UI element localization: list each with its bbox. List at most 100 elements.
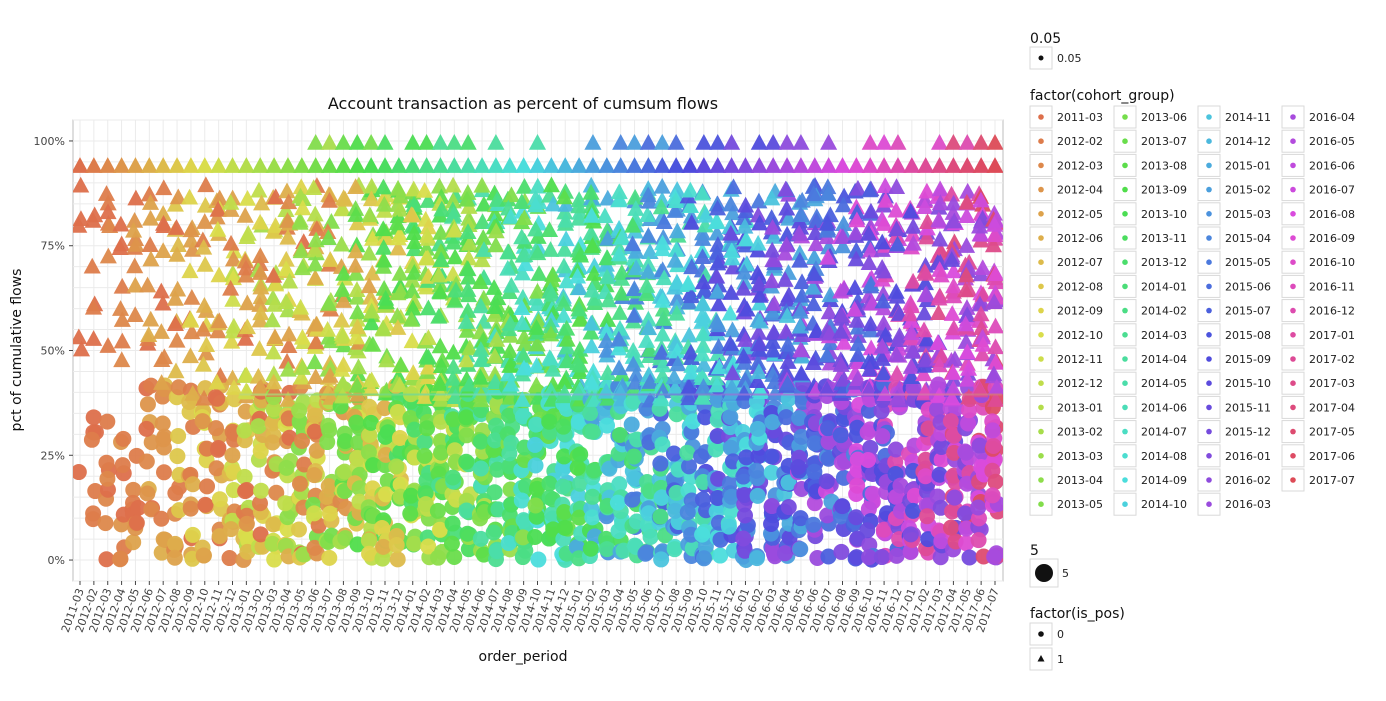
data-point-triangle xyxy=(654,234,672,251)
data-point-triangle xyxy=(253,194,271,211)
data-point-triangle xyxy=(957,315,975,332)
data-point-circle xyxy=(970,499,987,516)
data-point-triangle xyxy=(610,183,628,200)
data-point-triangle xyxy=(778,157,796,173)
data-point-triangle xyxy=(126,157,145,173)
data-point-triangle xyxy=(668,342,686,359)
data-point-circle xyxy=(515,529,532,546)
data-point-triangle xyxy=(501,157,519,173)
data-point-triangle xyxy=(486,347,504,364)
data-point-triangle xyxy=(694,273,712,290)
data-point-triangle xyxy=(722,235,740,252)
data-point-circle xyxy=(459,525,476,542)
data-point-triangle xyxy=(183,289,201,305)
data-point-triangle xyxy=(557,211,575,228)
data-point-triangle xyxy=(263,311,281,328)
data-point-circle xyxy=(722,408,739,425)
data-point-triangle xyxy=(390,367,408,384)
data-point-circle xyxy=(125,481,142,498)
data-point-triangle xyxy=(791,251,809,268)
data-point-triangle xyxy=(224,250,243,267)
data-point-triangle xyxy=(431,375,449,391)
data-point-triangle xyxy=(625,157,644,173)
data-point-circle xyxy=(306,505,323,522)
data-point-triangle xyxy=(376,157,394,173)
data-point-triangle xyxy=(404,299,422,316)
data-point-triangle xyxy=(360,277,378,294)
data-point-circle xyxy=(987,473,1003,490)
data-point-circle xyxy=(736,486,753,503)
data-point-triangle xyxy=(292,368,311,385)
data-point-triangle xyxy=(985,293,1003,310)
legend-size-label: 5 xyxy=(1062,567,1069,580)
data-point-triangle xyxy=(778,290,796,307)
data-point-circle xyxy=(946,489,963,506)
data-point-circle xyxy=(403,487,420,504)
data-point-triangle xyxy=(709,199,727,216)
data-point-circle xyxy=(530,551,547,568)
data-point-circle xyxy=(143,501,160,518)
data-point-triangle xyxy=(267,217,285,233)
y-tick-label: 100% xyxy=(34,135,65,148)
data-point-triangle xyxy=(294,199,312,216)
data-point-triangle xyxy=(763,241,781,258)
data-point-triangle xyxy=(238,294,256,311)
data-point-triangle xyxy=(749,234,767,251)
data-point-triangle xyxy=(808,212,826,229)
data-point-triangle xyxy=(420,348,438,365)
data-point-circle xyxy=(431,521,448,538)
data-point-triangle xyxy=(375,280,393,296)
data-point-triangle xyxy=(222,279,240,296)
data-point-triangle xyxy=(655,310,673,326)
legend-cohort-label: 2015-08 xyxy=(1225,329,1271,342)
data-point-triangle xyxy=(571,246,590,263)
data-point-triangle xyxy=(392,356,410,372)
data-point-triangle xyxy=(876,385,894,402)
data-point-circle xyxy=(310,517,327,534)
data-point-triangle xyxy=(445,157,463,173)
data-point-triangle xyxy=(958,134,976,150)
data-point-triangle xyxy=(960,359,978,376)
data-point-circle xyxy=(420,538,437,555)
legend-cohort-swatch xyxy=(1122,307,1128,314)
data-point-circle xyxy=(253,482,270,499)
data-point-triangle xyxy=(279,157,297,173)
data-point-triangle xyxy=(321,367,339,383)
data-point-circle xyxy=(237,483,254,500)
data-point-triangle xyxy=(793,273,811,290)
data-point-triangle xyxy=(377,289,395,306)
data-point-triangle xyxy=(737,230,755,247)
data-point-circle xyxy=(541,413,558,430)
data-point-circle xyxy=(500,535,517,552)
data-point-triangle xyxy=(277,250,295,267)
data-point-triangle xyxy=(211,189,229,206)
legend-cohort-label: 2011-03 xyxy=(1057,111,1103,124)
legend-cohort-swatch xyxy=(1206,453,1212,459)
data-point-circle xyxy=(365,457,382,474)
data-point-triangle xyxy=(598,221,616,238)
data-point-triangle xyxy=(139,276,157,293)
legend-cohort-label: 2012-09 xyxy=(1057,305,1103,318)
data-point-triangle xyxy=(307,333,325,350)
data-point-triangle xyxy=(638,332,656,348)
data-point-circle xyxy=(971,437,988,454)
data-point-triangle xyxy=(680,389,698,406)
data-point-triangle xyxy=(141,236,159,252)
data-point-triangle xyxy=(388,214,406,231)
data-point-triangle xyxy=(154,242,172,258)
data-point-triangle xyxy=(461,339,479,356)
data-point-triangle xyxy=(835,333,853,350)
data-point-triangle xyxy=(389,229,407,246)
data-point-triangle xyxy=(391,200,409,217)
legend-shape-swatch xyxy=(1037,655,1045,662)
data-point-triangle xyxy=(776,271,794,287)
data-point-circle xyxy=(97,515,114,532)
data-point-triangle xyxy=(749,206,767,223)
data-point-triangle xyxy=(444,233,462,250)
data-point-triangle xyxy=(446,291,464,308)
data-point-triangle xyxy=(363,264,381,281)
data-point-circle xyxy=(737,507,754,524)
data-point-triangle xyxy=(848,211,866,228)
legend-cohort-swatch xyxy=(1206,428,1212,435)
chart-title: Account transaction as percent of cumsum… xyxy=(328,94,718,113)
